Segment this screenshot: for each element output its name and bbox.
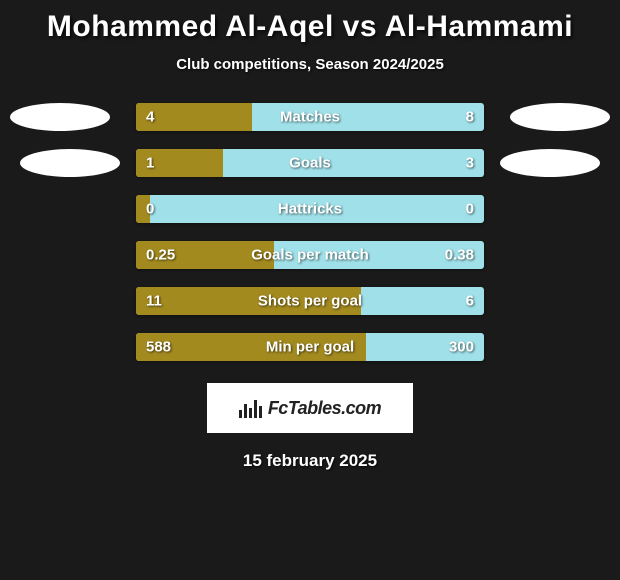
stat-value-left: 588 (146, 339, 171, 356)
stat-row: 0 Hattricks 0 (0, 195, 620, 223)
stat-row: 11 Shots per goal 6 (0, 287, 620, 315)
stat-value-left: 11 (146, 293, 162, 310)
stat-value-right: 0 (466, 201, 474, 218)
stat-value-left: 1 (146, 155, 154, 172)
stat-label: Shots per goal (258, 293, 362, 310)
stat-bar: 0 Hattricks 0 (136, 195, 484, 223)
logo-text: FcTables.com (268, 398, 381, 419)
bar-chart-icon (239, 398, 262, 418)
stat-value-left: 0.25 (146, 247, 175, 264)
stat-value-right: 300 (449, 339, 474, 356)
stat-bar: 0.25 Goals per match 0.38 (136, 241, 484, 269)
player-avatar-right (510, 103, 610, 131)
card-subtitle: Club competitions, Season 2024/2025 (176, 56, 444, 73)
comparison-chart: 4 Matches 8 1 Goals 3 0 Hattricks 0 0.25 Goals per… (0, 103, 620, 361)
stat-value-right: 0.38 (445, 247, 474, 264)
stat-value-right: 6 (466, 293, 474, 310)
stat-value-left: 0 (146, 201, 154, 218)
stat-value-right: 8 (466, 109, 474, 126)
comparison-card: Mohammed Al-Aqel vs Al-Hammami Club comp… (0, 0, 620, 491)
stat-label: Matches (280, 109, 340, 126)
stat-bar: 11 Shots per goal 6 (136, 287, 484, 315)
stat-row: 0.25 Goals per match 0.38 (0, 241, 620, 269)
stat-value-right: 3 (466, 155, 474, 172)
card-title: Mohammed Al-Aqel vs Al-Hammami (47, 10, 573, 44)
stat-value-left: 4 (146, 109, 154, 126)
stat-bar: 4 Matches 8 (136, 103, 484, 131)
stat-bar: 1 Goals 3 (136, 149, 484, 177)
stat-label: Min per goal (266, 339, 354, 356)
stat-label: Hattricks (278, 201, 342, 218)
stat-label: Goals per match (251, 247, 369, 264)
stat-bar: 588 Min per goal 300 (136, 333, 484, 361)
stat-row: 1 Goals 3 (0, 149, 620, 177)
fctables-logo[interactable]: FcTables.com (207, 383, 413, 433)
card-date: 15 february 2025 (243, 451, 377, 471)
player-avatar-right (500, 149, 600, 177)
player-avatar-left (10, 103, 110, 131)
player-avatar-left (20, 149, 120, 177)
stat-label: Goals (289, 155, 331, 172)
stat-row: 588 Min per goal 300 (0, 333, 620, 361)
stat-row: 4 Matches 8 (0, 103, 620, 131)
